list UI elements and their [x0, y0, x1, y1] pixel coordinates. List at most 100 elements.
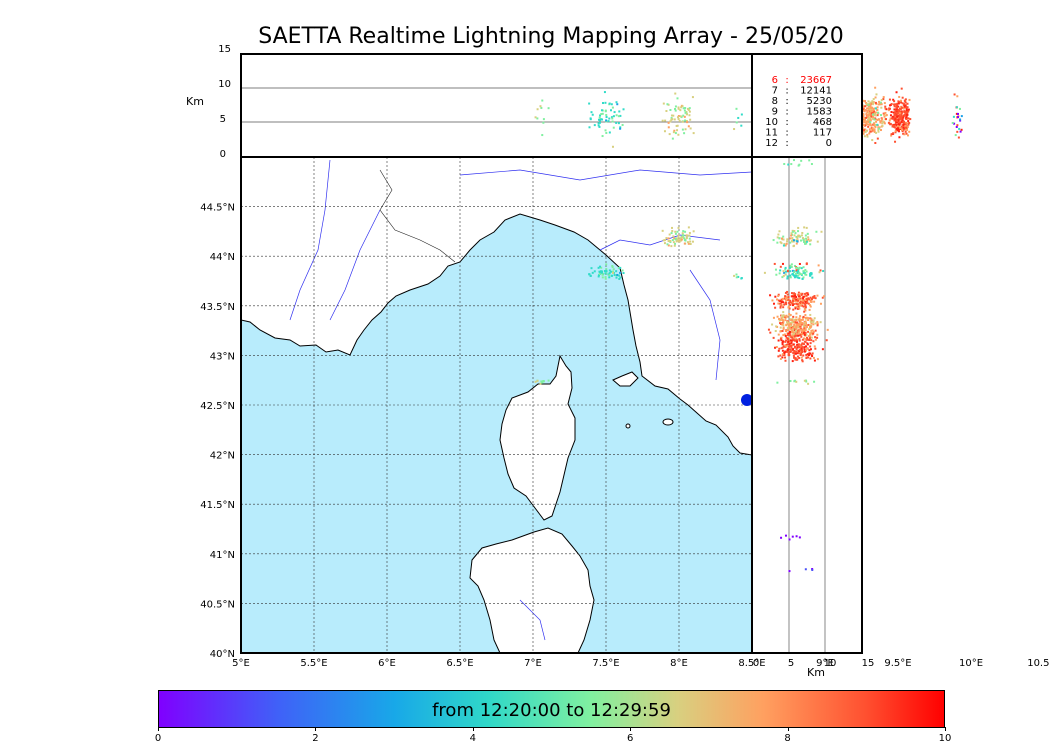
latitude-altitude-source [803, 379, 806, 382]
lightning-source [897, 360, 899, 362]
lightning-source [881, 324, 883, 326]
longitude-tick-label: 8.5°E [738, 658, 765, 669]
lightning-source [898, 352, 900, 354]
altitude-source [899, 108, 902, 111]
altitude-source [884, 105, 887, 108]
lightning-source [603, 270, 606, 273]
latitude-altitude-source [793, 326, 796, 329]
lightning-source [899, 331, 901, 333]
lightning-source [901, 342, 903, 344]
altitude-source [868, 116, 871, 119]
altitude-source [875, 114, 878, 117]
altitude-source [956, 124, 959, 127]
radar-marker [741, 394, 753, 406]
latitude-altitude-source [795, 328, 798, 331]
altitude-source [879, 121, 882, 124]
altitude-source [900, 125, 903, 128]
lightning-source [874, 321, 876, 323]
lightning-source [890, 354, 892, 356]
latitude-altitude-source [777, 299, 780, 302]
lightning-source [894, 354, 896, 356]
lightning-source [670, 245, 673, 248]
latitude-altitude-source [794, 352, 797, 355]
lightning-source [895, 351, 897, 353]
latitude-altitude-source [809, 331, 812, 334]
altitude-source [902, 104, 905, 107]
altitude-source [905, 106, 908, 109]
latitude-altitude-source [795, 348, 798, 351]
latitude-altitude-source [801, 360, 804, 363]
latitude-tick-label: 40.5°N [200, 599, 235, 610]
lightning-source [668, 233, 671, 236]
altitude-source [874, 126, 877, 129]
lightning-source [952, 242, 954, 244]
river-tiber [689, 269, 721, 381]
altitude-source [868, 112, 871, 115]
altitude-source [894, 108, 897, 111]
lightning-source [954, 269, 956, 271]
lightning-source [870, 323, 872, 325]
altitude-source [542, 118, 545, 121]
latitude-altitude-source [782, 314, 785, 317]
latitude-altitude-source [771, 299, 774, 302]
latitude-altitude-source [793, 350, 796, 353]
lightning-source [692, 230, 695, 233]
map-lightning-scatter [534, 159, 959, 538]
altitude-source [905, 126, 908, 129]
latitude-altitude-source [789, 348, 792, 351]
lightning-source [871, 322, 873, 324]
stat-count: 5230 [807, 96, 832, 107]
latitude-altitude-source [810, 331, 813, 334]
lightning-source [901, 353, 903, 355]
lightning-source [611, 271, 614, 274]
latitude-altitude-source [788, 326, 791, 329]
altitude-source [617, 115, 620, 118]
latitude-altitude-source [785, 301, 788, 304]
lightning-source [674, 230, 677, 233]
latitude-altitude-source [810, 329, 813, 332]
lightning-source [677, 226, 680, 229]
latitude-altitude-source [805, 349, 808, 352]
latitude-altitude-source [793, 318, 796, 321]
lightning-source [872, 164, 874, 166]
lightning-source [901, 335, 903, 337]
altitude-source [901, 111, 904, 114]
latitude-altitude-source [793, 244, 796, 247]
lightning-source [895, 350, 897, 352]
latitude-altitude-source [813, 300, 816, 303]
latitude-altitude-source [813, 296, 816, 299]
lightning-source [868, 159, 870, 161]
lightning-source [897, 343, 899, 345]
lightning-source [685, 237, 688, 240]
lightning-source [604, 272, 607, 275]
small-island-2 [625, 423, 631, 429]
lightning-source [676, 230, 679, 233]
lightning-source [873, 311, 875, 313]
altitude-source [869, 110, 872, 113]
lightning-source [870, 332, 872, 334]
lightning-source [905, 348, 907, 350]
latitude-altitude-source [797, 334, 800, 337]
latitude-altitude-source [792, 354, 795, 357]
lightning-source [903, 339, 905, 341]
altitude-source [880, 103, 883, 106]
lightning-source [674, 232, 677, 235]
lightning-source [869, 163, 871, 165]
lightning-source [883, 319, 885, 321]
altitude-source [906, 126, 909, 129]
lightning-source [957, 536, 959, 538]
altitude-source [687, 125, 690, 128]
altitude-source [907, 117, 910, 120]
lightning-source [896, 339, 898, 341]
altitude-source [740, 124, 743, 127]
altitude-source [681, 120, 684, 123]
lightning-source [880, 319, 882, 321]
latitude-altitude-source [787, 336, 790, 339]
altitude-source [898, 95, 901, 98]
latitude-altitude-source [802, 315, 805, 318]
altitude-source [885, 118, 888, 121]
altitude-source [876, 111, 879, 114]
altitude-source [678, 119, 681, 122]
altitude-source [601, 112, 604, 115]
latitude-altitude-source [782, 235, 785, 238]
